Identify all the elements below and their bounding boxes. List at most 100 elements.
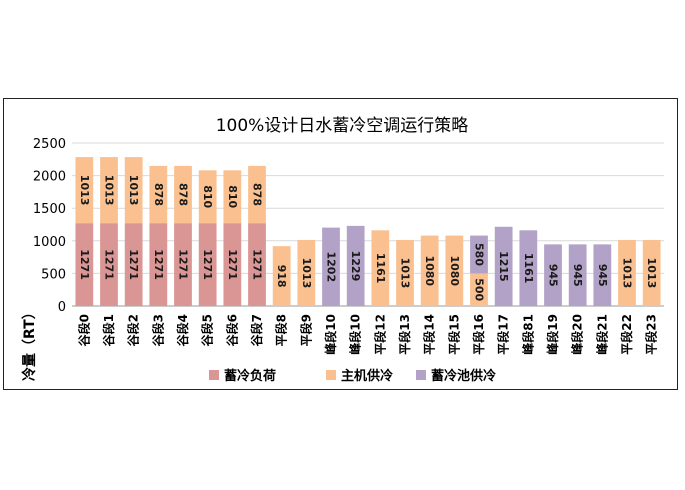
legend-label: 蓄冷负荷 [224, 368, 276, 384]
data-label: 878 [251, 183, 264, 206]
legend-label: 主机供冷 [341, 368, 393, 384]
data-label: 1271 [201, 249, 214, 280]
x-tick-label: 平段8 [274, 314, 289, 346]
y-tick-label: 2500 [33, 137, 66, 152]
x-tick-label: 谷段0 [76, 314, 91, 346]
y-tick-label: 0 [58, 300, 66, 315]
y-tick-label: 500 [41, 267, 66, 282]
bar-segment [149, 165, 168, 224]
data-label: 1013 [78, 175, 91, 206]
data-label: 945 [547, 264, 560, 287]
data-label: 1271 [78, 249, 91, 280]
chart: 100%设计日水蓄冷空调运行策略 0 500 1000 1500 2000 2500 12… [21, 116, 664, 384]
data-label: 1271 [251, 249, 264, 280]
data-label: 1013 [127, 175, 140, 206]
data-label: 1013 [103, 175, 116, 206]
y-tick-label: 1500 [33, 202, 66, 217]
x-tick-label: 平段15 [446, 314, 461, 355]
x-tick-label: 谷段6 [224, 314, 239, 346]
bar-segment [198, 223, 217, 306]
bar-segment [544, 244, 562, 306]
bar-segment [149, 223, 168, 306]
x-tick-label: 峰段19 [545, 314, 560, 355]
bar-segment [346, 225, 365, 306]
data-label: 1080 [448, 255, 461, 286]
x-tick-label: 平段12 [372, 314, 387, 355]
bar-segment [396, 239, 414, 306]
bar-segment [174, 165, 192, 224]
legend-swatch [416, 370, 426, 380]
x-tick-label: 平段22 [619, 314, 634, 355]
x-tick-label: 平段23 [644, 314, 659, 355]
bar-segment [248, 165, 266, 224]
data-label: 810 [226, 185, 239, 208]
x-tick-label: 峰段81 [520, 314, 535, 355]
bar-segment [198, 170, 217, 224]
bar-segment [75, 223, 94, 306]
x-tick-label: 谷段1 [101, 314, 116, 346]
x-tick-label: 谷段4 [175, 314, 190, 346]
legend-swatch [326, 370, 336, 380]
data-label: 1271 [152, 249, 165, 280]
y-axis-ticks: 0 500 1000 1500 2000 2500 [33, 137, 66, 315]
x-tick-label: 峰段20 [570, 314, 585, 355]
y-axis-label: 冷量（RT） [21, 305, 38, 381]
bar-segment [223, 223, 242, 306]
data-label: 878 [152, 183, 165, 206]
bar-segment [593, 244, 612, 306]
bar-segment [174, 223, 192, 306]
chart-frame: 100%设计日水蓄冷空调运行策略 0 500 1000 1500 2000 2500 12… [3, 98, 678, 390]
x-axis-ticks: 谷段0 谷段1 谷段2 谷段3 谷段4 谷段5 谷段6 谷段7 平段8 平段9 峰段10 峰段10 平段… [76, 314, 658, 355]
bar-segment [371, 230, 390, 306]
data-labels: 1271 1013 1271 1013 1271 1013 1271 878 1271 878 12… [78, 175, 658, 302]
data-label: 1215 [497, 251, 510, 282]
bar-segment [494, 226, 513, 306]
bar-segment [420, 235, 439, 306]
bar-segment [297, 239, 316, 306]
bar-segment [618, 239, 636, 306]
bar-segment [642, 239, 661, 306]
x-tick-label: 峰段10 [348, 314, 363, 355]
x-tick-label: 谷段7 [249, 314, 264, 346]
x-tick-label: 平段17 [496, 314, 511, 355]
bar-segment [519, 230, 538, 306]
legend-swatch [209, 370, 219, 380]
data-label: 1161 [374, 253, 387, 284]
data-label: 1271 [226, 249, 239, 280]
bar-segment [470, 273, 488, 306]
data-label: 1271 [127, 249, 140, 280]
data-label: 1013 [621, 258, 634, 289]
data-label: 1080 [423, 255, 436, 286]
data-label: 580 [473, 243, 486, 266]
x-tick-label: 谷段2 [126, 314, 141, 346]
bar-segment [272, 246, 291, 306]
x-tick-label: 平段16 [471, 314, 486, 355]
grid [72, 142, 664, 307]
bar-segment [568, 244, 587, 306]
data-label: 1271 [177, 249, 190, 280]
x-tick-label: 峰段21 [594, 314, 609, 355]
bar-segment [75, 157, 94, 224]
bar-segment [470, 235, 488, 274]
data-label: 1013 [399, 258, 412, 289]
data-label: 918 [275, 265, 288, 288]
data-label: 810 [201, 185, 214, 208]
bar-segment [124, 223, 143, 306]
data-label: 945 [596, 264, 609, 287]
bar-segment [223, 170, 242, 224]
x-tick-label: 谷段5 [200, 314, 215, 346]
y-tick-label: 1000 [33, 235, 66, 250]
bar-segment [100, 223, 118, 306]
chart-title: 100%设计日水蓄冷空调运行策略 [216, 116, 469, 136]
bar-segment [322, 227, 340, 306]
data-label: 1229 [349, 251, 362, 282]
x-tick-label: 平段14 [422, 314, 437, 355]
legend: 蓄冷负荷 主机供冷 蓄冷池供冷 [209, 368, 496, 384]
bars [75, 157, 661, 306]
data-label: 1161 [522, 253, 535, 284]
x-tick-label: 平段13 [397, 314, 412, 355]
data-label: 878 [177, 183, 190, 206]
bar-segment [100, 157, 118, 224]
data-label: 945 [571, 264, 584, 287]
bar-segment [445, 235, 464, 306]
